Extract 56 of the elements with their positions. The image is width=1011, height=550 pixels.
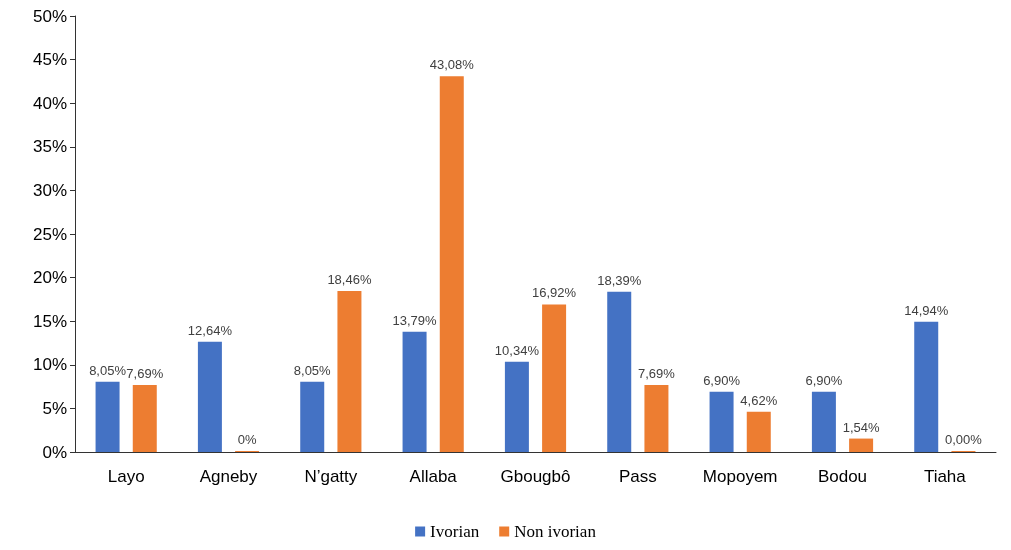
y-tick-label: 20% — [32, 268, 67, 288]
data-label: 0,00% — [945, 432, 983, 447]
data-label: 16,92% — [532, 285, 577, 301]
y-tick-label: 15% — [32, 311, 67, 331]
bar — [439, 76, 464, 452]
bar — [542, 304, 567, 452]
data-label: 12,64% — [187, 322, 233, 338]
bar — [644, 384, 669, 452]
data-label: 1,54% — [842, 419, 880, 435]
bar — [300, 381, 325, 452]
bar — [709, 391, 734, 452]
data-label: 0% — [237, 432, 257, 447]
bar — [914, 321, 939, 452]
data-label: 8,05% — [89, 362, 127, 378]
x-tick-label: Mopoyem — [702, 467, 778, 486]
data-label: 6,90% — [805, 372, 843, 388]
y-tick-label: 50% — [32, 6, 67, 26]
y-tick-label: 40% — [32, 93, 67, 113]
y-tick-label: 10% — [32, 355, 67, 375]
x-tick-label: Pass — [618, 467, 657, 486]
y-tick-label: 35% — [32, 137, 67, 157]
y-tick-label: 25% — [32, 224, 67, 244]
legend-label: Non ivorian — [514, 522, 597, 541]
bar — [811, 391, 836, 452]
data-label: 8,05% — [293, 362, 332, 378]
bar — [746, 411, 771, 452]
y-tick-label: 45% — [32, 50, 67, 70]
bar — [95, 381, 120, 452]
bar — [132, 384, 157, 452]
data-label: 14,94% — [904, 302, 949, 318]
x-tick-label: Allaba — [409, 467, 458, 486]
bar — [607, 291, 632, 452]
y-tick-label: 5% — [42, 398, 67, 418]
x-tick-label: Layo — [107, 467, 145, 486]
bar — [197, 341, 222, 452]
x-tick-label: Gbougbô — [500, 467, 571, 486]
data-label: 18,39% — [597, 272, 642, 288]
x-tick-label: Bodou — [817, 467, 868, 486]
data-label: 7,69% — [638, 365, 676, 381]
data-label: 10,34% — [494, 342, 540, 358]
data-label: 4,62% — [740, 392, 778, 408]
data-label: 7,69% — [126, 365, 164, 381]
data-label: 43,08% — [429, 57, 475, 73]
bar — [849, 438, 874, 452]
y-tick-label: 0% — [42, 442, 67, 462]
data-label: 13,79% — [392, 312, 438, 328]
bar — [402, 331, 427, 452]
bar — [504, 361, 529, 452]
x-tick-label: Agneby — [199, 467, 258, 486]
x-tick-label: N’gatty — [304, 467, 358, 486]
data-label: 18,46% — [327, 272, 372, 288]
x-tick-label: Tiaha — [923, 467, 967, 486]
bar — [337, 291, 362, 452]
legend-label: Ivorian — [430, 522, 480, 541]
data-label: 6,90% — [703, 372, 741, 388]
y-tick-label: 30% — [32, 180, 67, 200]
